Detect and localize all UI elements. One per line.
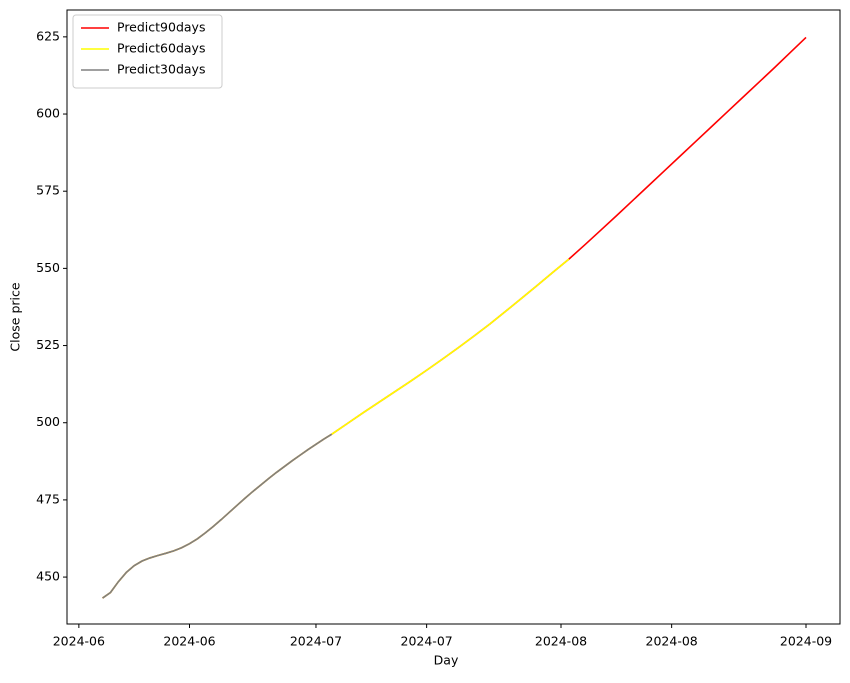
legend-label: Predict60days xyxy=(117,41,205,56)
y-tick-label: 550 xyxy=(36,260,60,275)
y-tick-label: 575 xyxy=(36,183,60,198)
x-tick-label: 2024-09 xyxy=(780,634,832,649)
series-line xyxy=(102,433,333,599)
x-tick-label: 2024-08 xyxy=(535,634,587,649)
y-tick-label: 625 xyxy=(36,28,60,43)
x-tick-label: 2024-06 xyxy=(53,634,105,649)
y-tick-label: 475 xyxy=(36,491,60,506)
y-tick-label: 450 xyxy=(36,569,60,584)
x-tick-label: 2024-07 xyxy=(401,634,453,649)
x-tick-label: 2024-08 xyxy=(646,634,698,649)
x-axis-label: Day xyxy=(434,653,459,668)
y-axis-label: Close price xyxy=(8,282,23,351)
legend-label: Predict90days xyxy=(117,20,205,35)
y-tick-label: 500 xyxy=(36,414,60,429)
series-line xyxy=(102,36,807,599)
y-tick-label: 525 xyxy=(36,337,60,352)
legend-box xyxy=(72,14,223,89)
x-tick-label: 2024-06 xyxy=(163,634,215,649)
x-tick-label: 2024-07 xyxy=(290,634,342,649)
y-tick-label: 600 xyxy=(36,106,60,121)
series-line xyxy=(102,258,570,599)
axes-frame xyxy=(66,9,841,625)
legend-label: Predict30days xyxy=(117,62,205,77)
